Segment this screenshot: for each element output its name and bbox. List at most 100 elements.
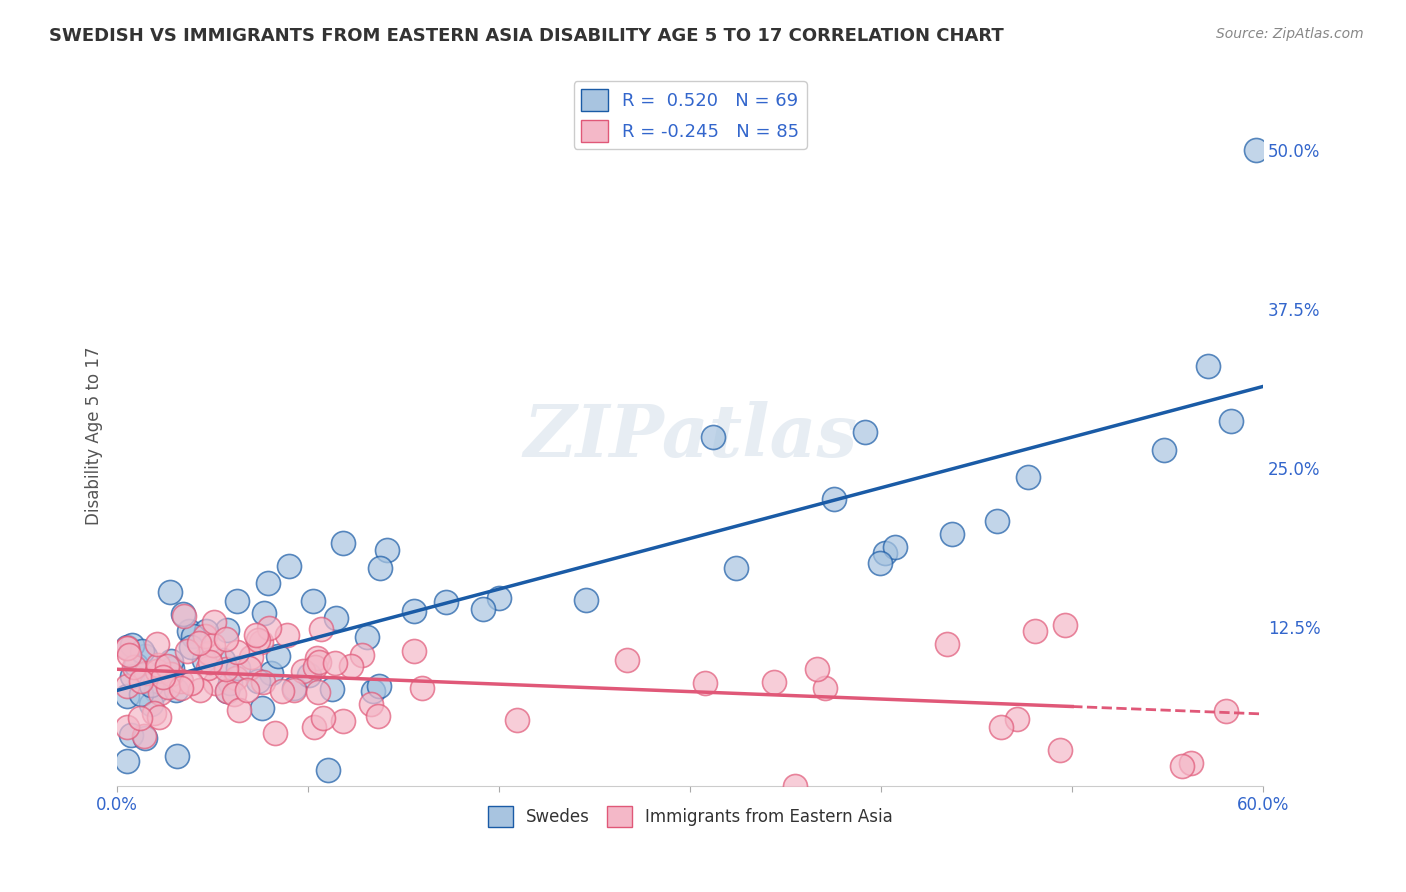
Point	[115, 720, 138, 734]
Point	[695, 676, 717, 690]
Point	[121, 669, 143, 683]
Point	[129, 711, 152, 725]
Point	[1053, 618, 1076, 632]
Point	[316, 764, 339, 778]
Point	[215, 662, 238, 676]
Point	[226, 645, 249, 659]
Point	[180, 676, 202, 690]
Point	[177, 624, 200, 638]
Point	[1244, 143, 1267, 157]
Point	[121, 638, 143, 652]
Point	[814, 681, 837, 696]
Point	[936, 636, 959, 650]
Point	[217, 683, 239, 698]
Point	[218, 675, 240, 690]
Point	[332, 536, 354, 550]
Point	[176, 643, 198, 657]
Point	[304, 660, 326, 674]
Point	[259, 621, 281, 635]
Point	[142, 706, 165, 721]
Point	[225, 671, 247, 685]
Point	[1024, 624, 1046, 639]
Point	[215, 632, 238, 646]
Point	[823, 491, 845, 506]
Point	[148, 710, 170, 724]
Point	[115, 754, 138, 768]
Point	[166, 748, 188, 763]
Point	[853, 425, 876, 439]
Point	[201, 638, 224, 652]
Point	[115, 690, 138, 704]
Point	[873, 546, 896, 560]
Point	[195, 624, 218, 639]
Point	[165, 682, 187, 697]
Point	[198, 646, 221, 660]
Point	[256, 576, 278, 591]
Point	[188, 682, 211, 697]
Point	[1180, 756, 1202, 770]
Point	[180, 640, 202, 654]
Point	[471, 602, 494, 616]
Point	[252, 675, 274, 690]
Point	[263, 725, 285, 739]
Point	[301, 594, 323, 608]
Point	[118, 648, 141, 663]
Point	[235, 682, 257, 697]
Point	[170, 673, 193, 688]
Point	[156, 659, 179, 673]
Text: Source: ZipAtlas.com: Source: ZipAtlas.com	[1216, 27, 1364, 41]
Point	[125, 657, 148, 672]
Point	[197, 661, 219, 675]
Point	[1005, 712, 1028, 726]
Point	[225, 593, 247, 607]
Point	[305, 651, 328, 665]
Point	[367, 680, 389, 694]
Point	[488, 591, 510, 605]
Point	[404, 644, 426, 658]
Point	[115, 679, 138, 693]
Point	[311, 622, 333, 636]
Point	[145, 684, 167, 698]
Point	[298, 667, 321, 681]
Point	[1153, 442, 1175, 457]
Point	[941, 527, 963, 541]
Point	[159, 654, 181, 668]
Point	[1171, 758, 1194, 772]
Point	[120, 728, 142, 742]
Point	[129, 687, 152, 701]
Point	[411, 681, 433, 695]
Point	[160, 661, 183, 675]
Point	[283, 681, 305, 696]
Point	[312, 711, 335, 725]
Point	[1017, 470, 1039, 484]
Point	[146, 658, 169, 673]
Point	[267, 648, 290, 663]
Point	[702, 430, 724, 444]
Point	[1215, 704, 1237, 718]
Point	[135, 665, 157, 680]
Point	[183, 629, 205, 643]
Point	[986, 515, 1008, 529]
Point	[1197, 359, 1219, 373]
Point	[270, 684, 292, 698]
Text: ZIPatlas: ZIPatlas	[523, 401, 858, 472]
Point	[506, 713, 529, 727]
Point	[139, 697, 162, 711]
Point	[249, 634, 271, 648]
Point	[321, 681, 343, 696]
Point	[763, 674, 786, 689]
Point	[308, 655, 330, 669]
Point	[276, 628, 298, 642]
Point	[115, 640, 138, 654]
Point	[172, 607, 194, 622]
Point	[404, 604, 426, 618]
Point	[283, 682, 305, 697]
Legend: Swedes, Immigrants from Eastern Asia: Swedes, Immigrants from Eastern Asia	[481, 800, 900, 833]
Point	[129, 674, 152, 689]
Point	[325, 610, 347, 624]
Point	[159, 584, 181, 599]
Point	[724, 561, 747, 575]
Point	[200, 655, 222, 669]
Point	[616, 652, 638, 666]
Point	[375, 543, 398, 558]
